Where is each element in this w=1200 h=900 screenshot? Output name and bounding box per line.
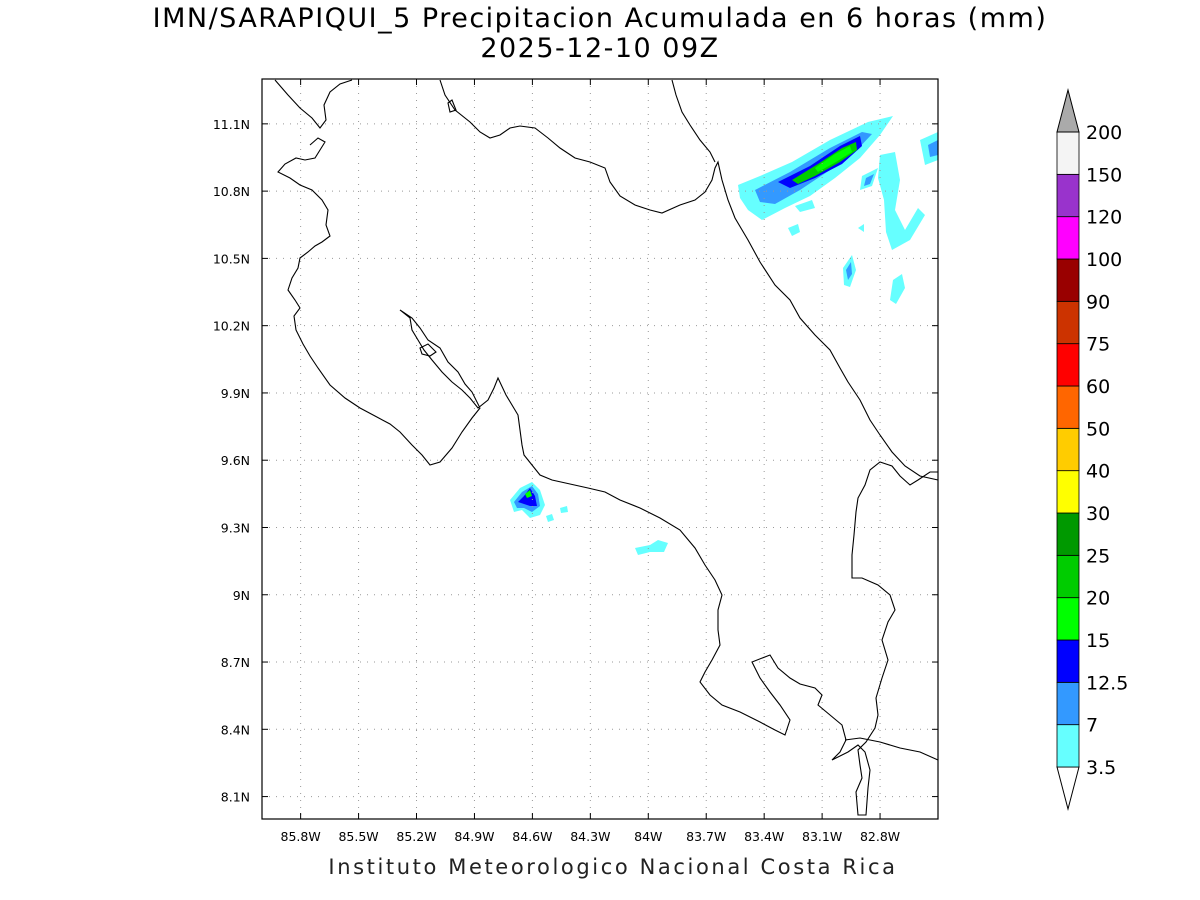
precip-streak-9b [864, 174, 874, 186]
colorbar-label: 20 [1086, 588, 1110, 610]
colorbar-label: 75 [1086, 334, 1110, 356]
coastline-south-pacific [844, 737, 939, 761]
lon-tick-label: 84.6W [512, 829, 552, 844]
footer-credit: Instituto Meteorologico Nacional Costa R… [328, 855, 898, 879]
colorbar-label: 15 [1086, 630, 1110, 652]
colorbar-label: 50 [1086, 418, 1110, 440]
colorbar-label: 200 [1086, 122, 1122, 144]
precip-area-ne-25 [815, 146, 852, 172]
colorbar-swatch [1056, 724, 1080, 768]
colorbar-swatch [1056, 681, 1080, 726]
coastline-lake-shore [439, 79, 939, 481]
lat-tick-label: 8.1N [221, 790, 250, 805]
colorbar-high-triangle [1056, 88, 1080, 133]
colorbar-label: 30 [1086, 503, 1110, 525]
lon-tick-label: 85.8W [281, 829, 321, 844]
colorbar-swatch [1056, 173, 1080, 218]
lat-tick-label: 8.4N [221, 722, 250, 737]
precip-streak-1 [878, 152, 925, 250]
precip-shading [510, 116, 938, 555]
colorbar-label: 25 [1086, 545, 1110, 567]
lat-tick-label: 11.1N [213, 117, 250, 132]
coastline-nicaragua-pacific [274, 79, 353, 129]
precip-streak-5b [846, 262, 852, 280]
precip-streak-7 [795, 200, 815, 212]
colorbar-swatch [1056, 639, 1080, 683]
lat-tick-label: 8.7N [221, 655, 250, 670]
lon-tick-label: 84W [634, 829, 662, 844]
lon-tick-label: 83.7W [686, 829, 726, 844]
colorbar-swatch [1056, 300, 1080, 345]
precip-small-1 [546, 514, 554, 522]
colorbar-label: 7 [1086, 715, 1098, 737]
lon-tick-label: 83.1W [802, 829, 842, 844]
lon-tick-label: 83.4W [744, 829, 784, 844]
island-lake [447, 99, 457, 113]
colorbar-label: 60 [1086, 376, 1110, 398]
lat-tick-label: 9N [233, 588, 250, 603]
colorbar-low-triangle [1056, 766, 1080, 811]
precip-small-3 [635, 540, 668, 555]
precip-streak-6 [788, 224, 800, 236]
colorbar-label: 150 [1086, 164, 1122, 186]
colorbar-label: 100 [1086, 249, 1122, 271]
precip-small-2 [560, 506, 568, 513]
lon-tick-label: 84.3W [570, 829, 610, 844]
chart-title: IMN/SARAPIQUI_5 Precipitacion Acumulada … [152, 3, 1048, 34]
colorbar-swatch [1056, 427, 1080, 472]
colorbar-swatch [1056, 597, 1080, 641]
colorbar: 3.5 7 12.5 15 20 25 30 40 50 60 75 90 100 120 150 200 [1056, 88, 1128, 811]
colorbar-swatch [1056, 258, 1080, 302]
island-bay [419, 343, 437, 357]
precip-streak-8 [858, 224, 864, 232]
precip-area-central-20 [525, 490, 532, 498]
lon-tick-label: 85.2W [396, 829, 436, 844]
colorbar-label: 12.5 [1086, 672, 1128, 694]
lon-tick-label: 84.9W [454, 829, 494, 844]
colorbar-swatch [1056, 343, 1080, 387]
precip-streak-3 [928, 140, 938, 157]
colorbar-label: 3.5 [1086, 757, 1116, 779]
map-grid [262, 79, 938, 819]
lat-tick-label: 9.6N [221, 453, 250, 468]
chart-subtitle-date: 2025-12-10 09Z [480, 33, 720, 64]
lat-tick-label: 9.9N [221, 386, 250, 401]
lon-tick-label: 85.5W [338, 829, 378, 844]
coastline-north-east [671, 79, 716, 163]
lat-tick-label: 10.2N [213, 319, 250, 334]
lat-tick-label: 10.5N [213, 251, 250, 266]
border-nicaragua [277, 137, 938, 816]
colorbar-swatch [1056, 131, 1080, 175]
coastlines [274, 79, 939, 816]
precip-streak-4 [890, 274, 905, 304]
colorbar-swatch [1056, 554, 1080, 599]
lat-tick-label: 10.8N [213, 184, 250, 199]
colorbar-swatch [1056, 512, 1080, 556]
colorbar-label: 40 [1086, 461, 1110, 483]
colorbar-swatch [1056, 385, 1080, 429]
lat-tick-label: 9.3N [221, 520, 250, 535]
map-frame [261, 78, 939, 820]
map-axes: 85.8W 85.5W 85.2W 84.9W 84.6W 84.3W 84W 83.7W 83… [213, 79, 938, 844]
colorbar-swatch [1056, 470, 1080, 514]
colorbar-label: 90 [1086, 291, 1110, 313]
colorbar-label: 120 [1086, 207, 1122, 229]
colorbar-swatch [1056, 216, 1080, 260]
lon-tick-label: 82.8W [860, 829, 900, 844]
